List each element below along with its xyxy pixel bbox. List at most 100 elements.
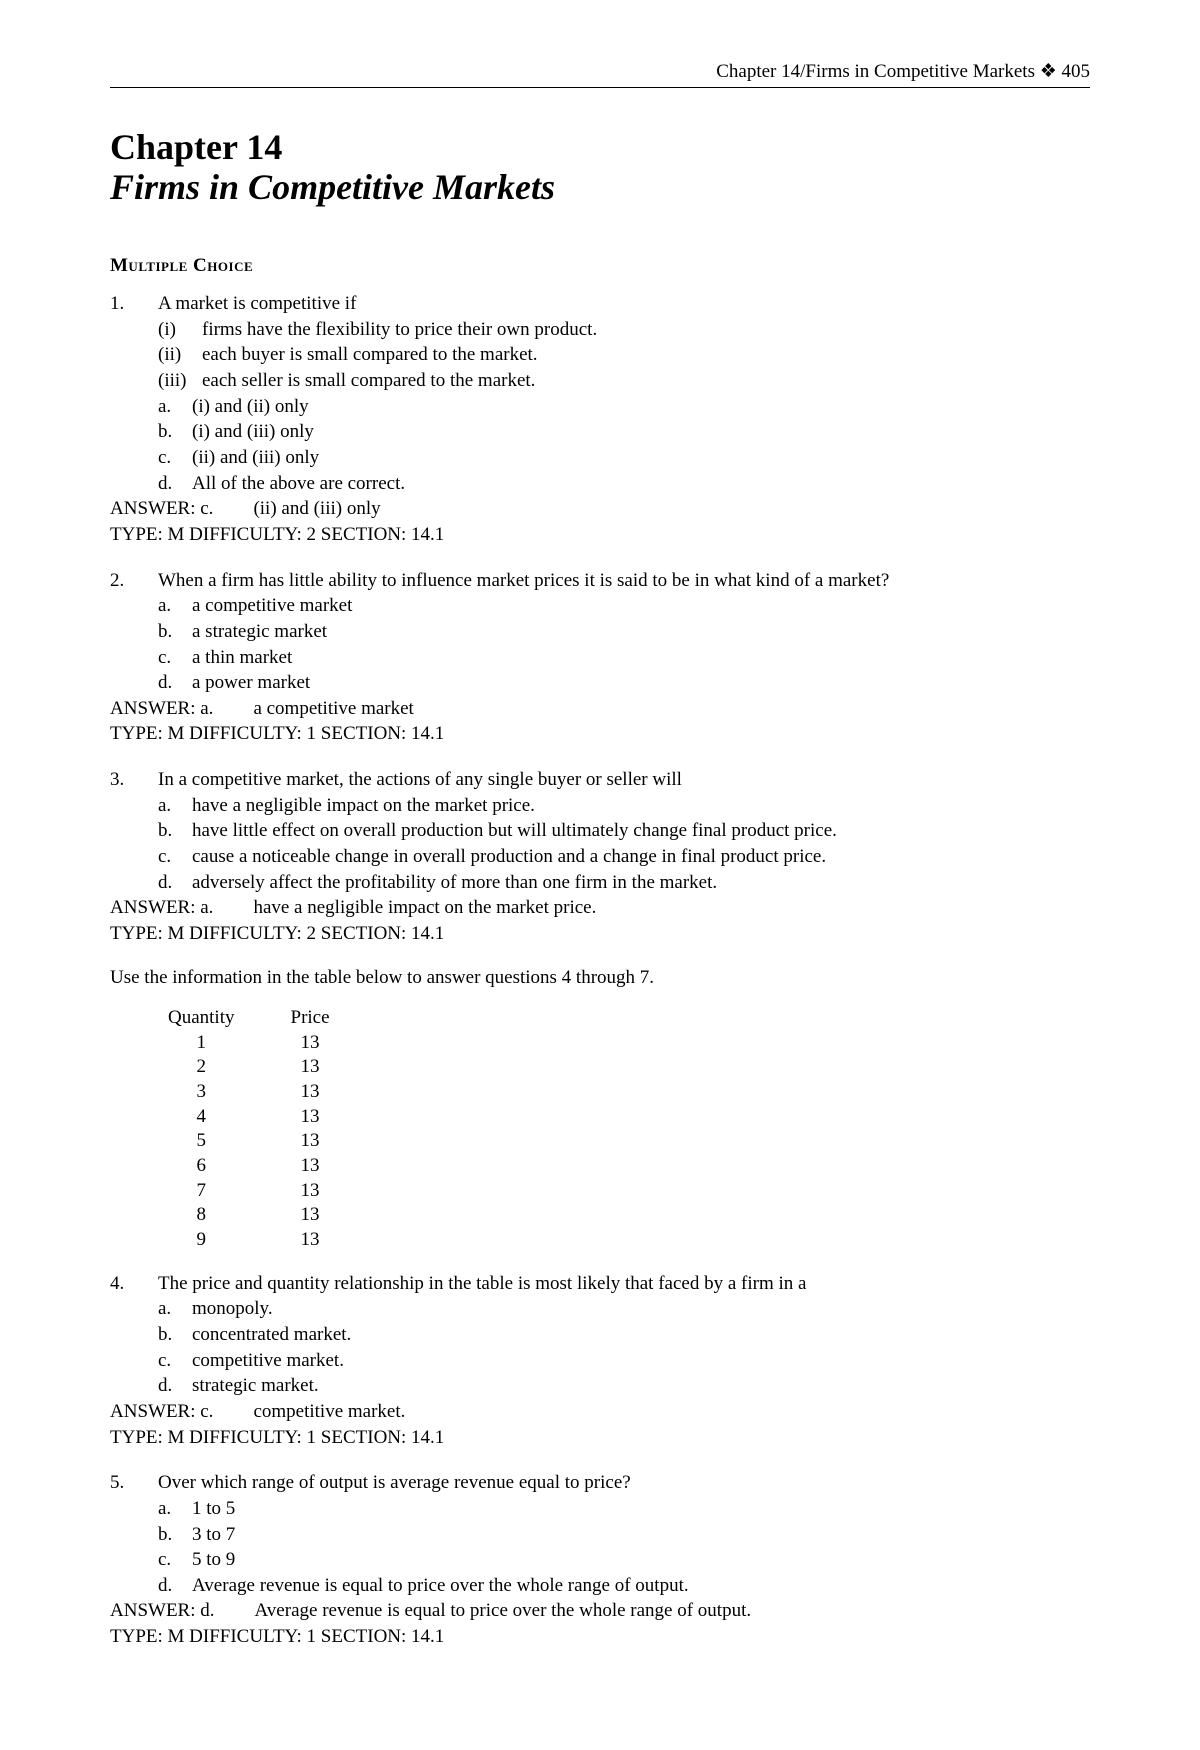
option-text: All of the above are correct. — [192, 471, 1090, 497]
option-label: a. — [158, 793, 192, 819]
table-cell: 13 — [263, 1055, 358, 1080]
option-text: a strategic market — [192, 619, 1090, 645]
option-text: a power market — [192, 670, 1090, 696]
section-heading: Multiple Choice — [110, 255, 1090, 277]
table-cell: 1 — [140, 1031, 263, 1056]
option-label: b. — [158, 1322, 192, 1348]
option-label: b. — [158, 818, 192, 844]
option-label: c. — [158, 1348, 192, 1374]
option-text: 5 to 9 — [192, 1547, 1090, 1573]
option-text: 3 to 7 — [192, 1522, 1090, 1548]
table-row: 613 — [140, 1154, 358, 1179]
question-number: 4. — [110, 1271, 158, 1297]
option-text: adversely affect the profitability of mo… — [192, 870, 1090, 896]
option-text: (i) and (ii) only — [192, 394, 1090, 420]
option-label: d. — [158, 870, 192, 896]
question-number: 3. — [110, 767, 158, 793]
option-text: strategic market. — [192, 1373, 1090, 1399]
table-cell: 13 — [263, 1154, 358, 1179]
option-text: Average revenue is equal to price over t… — [192, 1573, 1090, 1599]
table-cell: 5 — [140, 1129, 263, 1154]
table-cell: 13 — [263, 1105, 358, 1130]
roman-text: each seller is small compared to the mar… — [202, 368, 1090, 394]
table-row: 713 — [140, 1179, 358, 1204]
option-text: 1 to 5 — [192, 1496, 1090, 1522]
roman-label: (ii) — [158, 342, 202, 368]
answer-label: ANSWER: c. — [110, 498, 213, 519]
table-row: 313 — [140, 1080, 358, 1105]
answer-text: competitive market. — [253, 1401, 405, 1422]
option-text: cause a noticeable change in overall pro… — [192, 844, 1090, 870]
answer-line: ANSWER: c.(ii) and (iii) only — [110, 496, 1090, 522]
answer-line: ANSWER: a. have a negligible impact on th… — [110, 895, 1090, 921]
answer-label: ANSWER: a. — [110, 698, 213, 719]
option-label: a. — [158, 593, 192, 619]
question: 1.A market is competitive if(i)firms hav… — [110, 291, 1090, 547]
option-text: (i) and (iii) only — [192, 419, 1090, 445]
question-number: 2. — [110, 568, 158, 594]
page: Chapter 14/Firms in Competitive Markets … — [0, 0, 1200, 1750]
option-label: c. — [158, 844, 192, 870]
chapter-title: Firms in Competitive Markets — [110, 168, 1090, 208]
table-cell: 6 — [140, 1154, 263, 1179]
option-label: a. — [158, 394, 192, 420]
table-cell: 9 — [140, 1228, 263, 1253]
option-text: competitive market. — [192, 1348, 1090, 1374]
question-meta: TYPE: M DIFFICULTY: 1 SECTION: 14.1 — [110, 1425, 1090, 1451]
table-header: Quantity — [140, 1007, 263, 1031]
price-quantity-table: QuantityPrice 11321331341351361371381391… — [140, 1007, 1090, 1253]
table-cell: 13 — [263, 1203, 358, 1228]
table-cell: 13 — [263, 1129, 358, 1154]
table-row: 213 — [140, 1055, 358, 1080]
table-row: 513 — [140, 1129, 358, 1154]
question-number: 1. — [110, 291, 158, 317]
table-cell: 13 — [263, 1179, 358, 1204]
table-cell: 13 — [263, 1228, 358, 1253]
question-stem: When a firm has little ability to influe… — [158, 568, 1090, 594]
option-label: c. — [158, 445, 192, 471]
option-text: a thin market — [192, 645, 1090, 671]
question-meta: TYPE: M DIFFICULTY: 2 SECTION: 14.1 — [110, 522, 1090, 548]
option-label: d. — [158, 471, 192, 497]
option-text: monopoly. — [192, 1296, 1090, 1322]
table-header: Price — [263, 1007, 358, 1031]
option-label: d. — [158, 1373, 192, 1399]
question-stem: A market is competitive if — [158, 291, 1090, 317]
question: 3.In a competitive market, the actions o… — [110, 767, 1090, 946]
table-row: 113 — [140, 1031, 358, 1056]
question-meta: TYPE: M DIFFICULTY: 2 SECTION: 14.1 — [110, 921, 1090, 947]
option-text: (ii) and (iii) only — [192, 445, 1090, 471]
table-cell: 7 — [140, 1179, 263, 1204]
answer-line: ANSWER: a. a competitive market — [110, 696, 1090, 722]
question-stem: In a competitive market, the actions of … — [158, 767, 1090, 793]
answer-text: a competitive market — [253, 698, 413, 719]
table-row: 913 — [140, 1228, 358, 1253]
table-cell: 8 — [140, 1203, 263, 1228]
roman-label: (i) — [158, 317, 202, 343]
answer-text: Average revenue is equal to price over t… — [255, 1600, 752, 1621]
option-label: c. — [158, 645, 192, 671]
chapter-heading: Chapter 14 Firms in Competitive Markets — [110, 128, 1090, 207]
question-meta: TYPE: M DIFFICULTY: 1 SECTION: 14.1 — [110, 1624, 1090, 1650]
option-text: have little effect on overall production… — [192, 818, 1090, 844]
table-cell: 13 — [263, 1080, 358, 1105]
question: 5.Over which range of output is average … — [110, 1470, 1090, 1649]
table-row: 813 — [140, 1203, 358, 1228]
option-text: have a negligible impact on the market p… — [192, 793, 1090, 819]
roman-text: firms have the flexibility to price thei… — [202, 317, 1090, 343]
table-cell: 4 — [140, 1105, 263, 1130]
answer-text: have a negligible impact on the market p… — [253, 897, 596, 918]
option-label: a. — [158, 1496, 192, 1522]
table-row: 413 — [140, 1105, 358, 1130]
option-label: b. — [158, 619, 192, 645]
option-label: b. — [158, 419, 192, 445]
answer-line: ANSWER: c.competitive market. — [110, 1399, 1090, 1425]
question-meta: TYPE: M DIFFICULTY: 1 SECTION: 14.1 — [110, 721, 1090, 747]
question-stem: Over which range of output is average re… — [158, 1470, 1090, 1496]
roman-label: (iii) — [158, 368, 202, 394]
answer-label: ANSWER: a. — [110, 897, 213, 918]
running-head: Chapter 14/Firms in Competitive Markets … — [110, 60, 1090, 88]
option-label: d. — [158, 1573, 192, 1599]
table-cell: 2 — [140, 1055, 263, 1080]
question-stem: The price and quantity relationship in t… — [158, 1271, 1090, 1297]
